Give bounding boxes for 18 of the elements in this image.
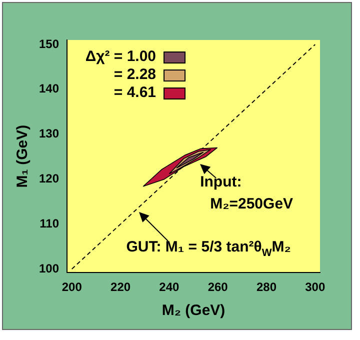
y-tick-label: 140 (38, 82, 60, 96)
x-tick-label: 200 (62, 280, 82, 294)
legend-label: = 2.28 (114, 66, 156, 84)
x-tick-label: 260 (208, 280, 228, 294)
y-tick-label: 120 (38, 172, 60, 186)
legend-label: Δχ² = 1.00 (85, 48, 156, 66)
x-tick-label: 300 (305, 280, 326, 294)
legend-label: = 4.61 (114, 84, 156, 102)
x-tick-label: 220 (110, 280, 131, 294)
y-tick-label: 150 (38, 36, 60, 51)
y-tick-label: 110 (40, 216, 60, 230)
x-tick-label: 280 (256, 280, 277, 294)
y-tick-label: 100 (38, 261, 60, 276)
y-axis-title: M₁ (GeV) (14, 124, 32, 188)
annotation: Input: M₂=250GeV (200, 173, 294, 212)
y-tick-label: 130 (38, 126, 60, 141)
x-axis-title: M₂ (GeV) (162, 302, 226, 320)
x-tick-label: 240 (159, 280, 180, 294)
